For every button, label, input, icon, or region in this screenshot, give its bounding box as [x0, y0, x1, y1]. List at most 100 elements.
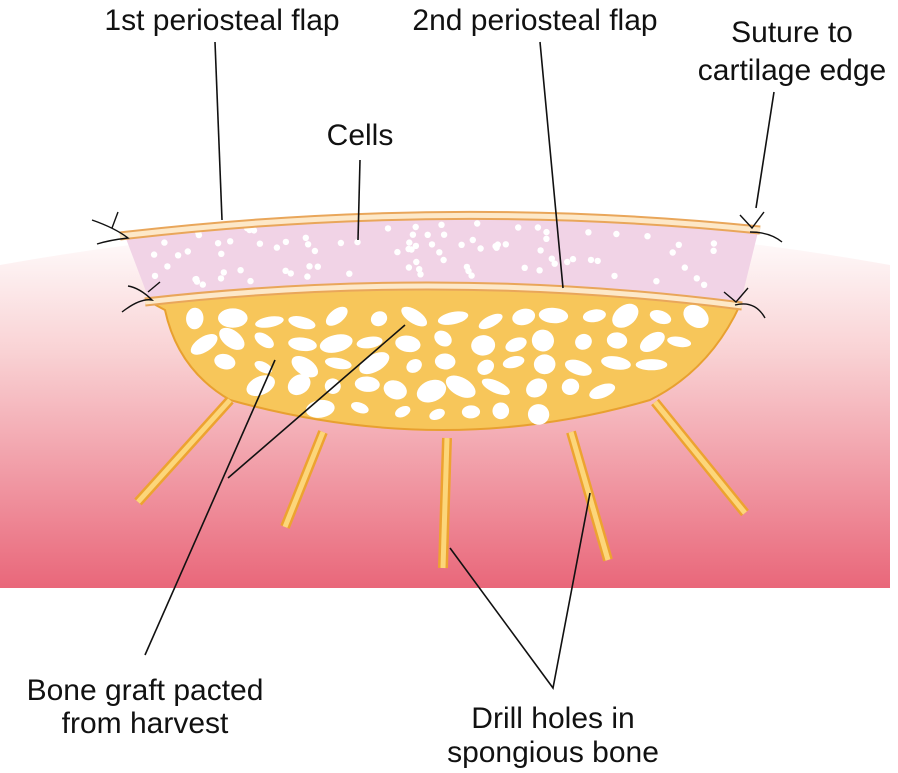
cell	[406, 239, 413, 246]
bone-chip	[254, 332, 274, 349]
cell	[502, 241, 509, 248]
cell	[174, 252, 182, 259]
label-drill-holes: Drill holes in	[471, 702, 634, 735]
bone-chip	[461, 405, 481, 419]
cell	[477, 245, 484, 252]
bone-chip	[429, 408, 445, 421]
cell	[543, 228, 550, 236]
bone-chip	[287, 374, 311, 396]
cell	[564, 258, 571, 266]
cell	[150, 251, 158, 258]
cell	[413, 258, 420, 266]
bone-chip	[531, 329, 554, 352]
bone-chip	[351, 402, 369, 414]
bone-chip	[219, 327, 245, 350]
cell	[681, 264, 688, 271]
bone-chip	[502, 356, 525, 369]
cell	[474, 220, 481, 227]
bone-chip	[561, 378, 580, 395]
cell	[440, 256, 447, 264]
bone-chip	[526, 378, 548, 398]
bone-chip	[533, 354, 556, 375]
cell	[247, 277, 254, 285]
cell	[151, 272, 159, 280]
bone-chip	[492, 402, 510, 420]
cell	[314, 263, 321, 270]
bone-chip	[478, 313, 503, 330]
bone-chip	[649, 310, 672, 325]
bone-chips	[186, 303, 709, 425]
cell	[346, 270, 353, 277]
cell	[537, 247, 544, 254]
bone-chip	[255, 316, 284, 328]
cell	[217, 275, 225, 282]
cell	[354, 238, 361, 246]
cell	[644, 233, 651, 240]
bone-chip	[246, 375, 275, 397]
cell	[536, 267, 543, 274]
bone-chip	[254, 361, 273, 374]
cell	[304, 241, 312, 248]
cell	[220, 269, 227, 276]
cell	[543, 235, 550, 242]
cell	[412, 242, 420, 250]
cell	[469, 236, 476, 244]
bone-chip	[477, 359, 495, 375]
cell	[675, 241, 682, 248]
cell	[164, 263, 171, 270]
bone-chip	[214, 353, 236, 370]
leader-lines	[144, 41, 775, 690]
bone-chip	[395, 335, 421, 353]
cell	[214, 240, 222, 247]
bone-chip	[601, 356, 631, 370]
cell	[710, 247, 717, 254]
bone-chip	[437, 311, 469, 325]
cell	[287, 270, 294, 277]
cell	[424, 231, 431, 238]
bone-chip	[582, 309, 606, 323]
bone-chip	[667, 336, 692, 348]
bone-chip	[639, 331, 665, 353]
cell	[384, 225, 392, 232]
bone-chip	[564, 359, 592, 376]
cell	[412, 223, 419, 231]
bone-chip	[186, 307, 204, 330]
label-bone-graft: from harvest	[62, 707, 229, 740]
bone-chip	[190, 333, 218, 355]
label-cells: Cells	[327, 119, 394, 152]
cell	[302, 234, 309, 241]
bone-chip	[288, 316, 316, 330]
cell	[493, 244, 500, 251]
cell	[611, 272, 618, 280]
cell	[669, 249, 676, 256]
bone-chip	[434, 330, 452, 347]
drill-holes	[134, 396, 749, 569]
labels: 1st periosteal flap 2nd periosteal flap …	[27, 4, 887, 769]
bone-chip	[218, 308, 248, 328]
bone-chip	[354, 376, 380, 392]
cell	[311, 247, 319, 255]
cell	[227, 238, 234, 245]
cell	[436, 249, 443, 256]
bone-chip	[606, 332, 628, 349]
cell	[337, 239, 345, 247]
label-suture: cartilage edge	[698, 54, 886, 87]
bone-chip	[481, 378, 510, 396]
flaps	[119, 210, 761, 311]
cell	[710, 240, 718, 247]
cell	[440, 231, 448, 238]
cell	[184, 248, 191, 255]
cell	[548, 255, 555, 262]
cell	[700, 281, 708, 288]
bone-chip	[471, 335, 496, 356]
label-flap2: 2nd periosteal flap	[412, 4, 657, 37]
cell	[693, 275, 700, 282]
cell	[409, 231, 417, 238]
cell	[438, 221, 445, 228]
bone-chip	[683, 304, 709, 329]
bone-chip	[434, 353, 456, 370]
cell	[416, 266, 423, 273]
cell	[306, 263, 313, 270]
bone-chip	[512, 308, 536, 326]
cell	[585, 229, 592, 236]
